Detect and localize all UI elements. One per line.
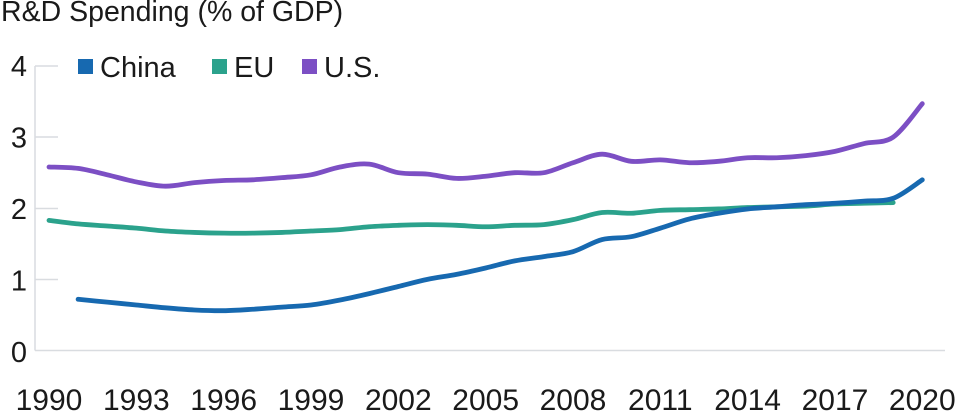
svg-text:1: 1 — [11, 266, 27, 298]
svg-text:2005: 2005 — [452, 384, 519, 416]
svg-text:1993: 1993 — [103, 384, 170, 416]
svg-text:2017: 2017 — [802, 384, 869, 416]
svg-text:1999: 1999 — [278, 384, 345, 416]
svg-text:2002: 2002 — [365, 384, 432, 416]
svg-text:1990: 1990 — [16, 384, 83, 416]
svg-text:2011: 2011 — [628, 384, 693, 416]
svg-text:2020: 2020 — [889, 384, 956, 416]
svg-text:0: 0 — [11, 337, 27, 369]
svg-text:4: 4 — [11, 51, 27, 83]
svg-text:3: 3 — [11, 123, 27, 155]
svg-text:2: 2 — [11, 194, 27, 226]
svg-text:1996: 1996 — [190, 384, 257, 416]
svg-text:2008: 2008 — [540, 384, 607, 416]
svg-text:2014: 2014 — [714, 384, 781, 416]
